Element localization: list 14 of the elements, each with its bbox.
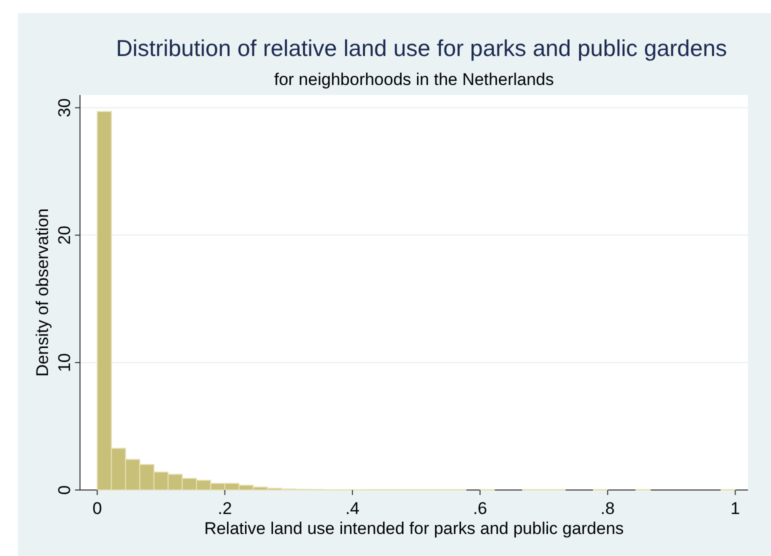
y-tick-label: 10 (55, 353, 74, 372)
y-tick-label: 30 (55, 98, 74, 118)
x-tick-label: .4 (345, 499, 360, 518)
x-axis-title: Relative land use intended for parks and public gardens (204, 519, 624, 538)
x-tick-label: .8 (600, 499, 615, 518)
x-tick-label: 0 (92, 499, 102, 518)
y-axis-title: Density of observation (33, 208, 52, 377)
y-tick-label: 0 (55, 485, 74, 495)
y-tick-label: 20 (55, 226, 74, 245)
x-tick-label: 1 (730, 499, 740, 518)
x-tick-label: .2 (218, 499, 232, 518)
chart-subtitle: for neighborhoods in the Netherlands (274, 70, 554, 89)
chart-title: Distribution of relative land use for parks and public gardens (116, 35, 728, 61)
x-tick-label: .6 (472, 499, 488, 518)
